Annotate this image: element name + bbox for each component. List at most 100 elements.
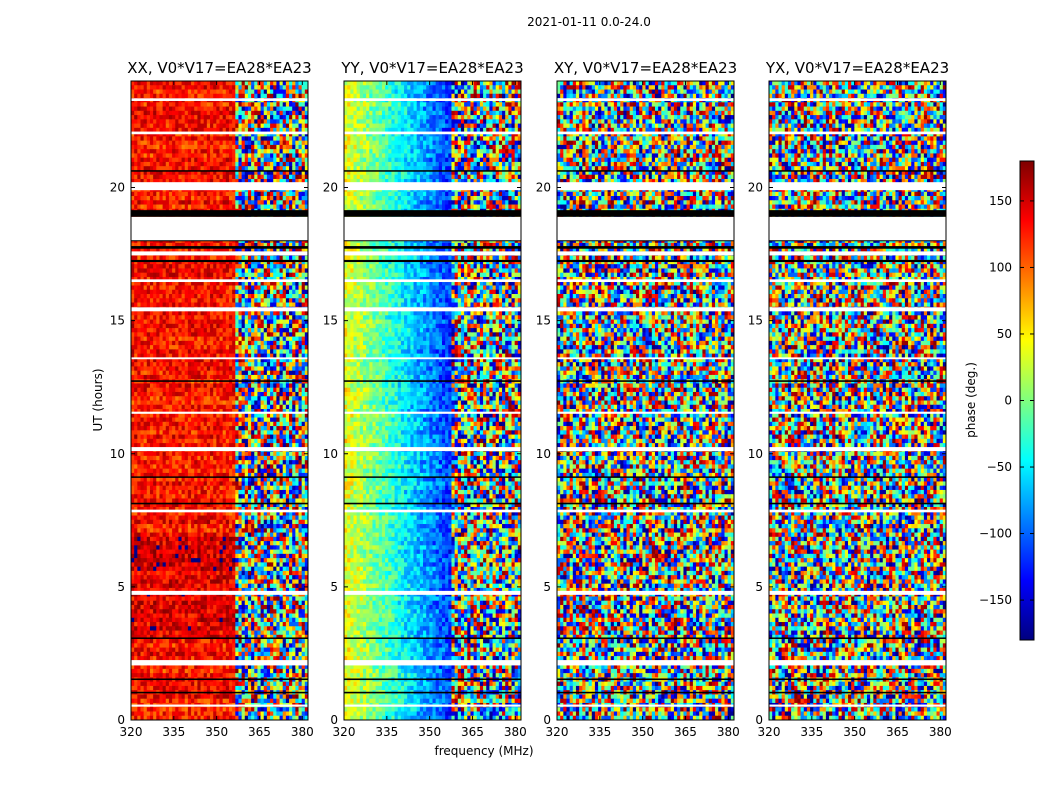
phase-cell (213, 438, 217, 444)
phase-cell (203, 140, 208, 146)
phase-cell (191, 455, 195, 461)
phase-cell (206, 345, 211, 350)
phase-cell (178, 391, 183, 397)
phase-cell (200, 417, 205, 423)
phase-cell (165, 443, 170, 448)
phase-cell (175, 149, 180, 155)
phase-cell (225, 340, 230, 346)
phase-cell (162, 349, 167, 355)
phase-cell (285, 438, 290, 444)
phase-cell (235, 93, 240, 99)
phase-cell (206, 430, 211, 436)
phase-cell (241, 106, 246, 112)
phase-cell (191, 136, 195, 142)
phase-cell (131, 178, 135, 184)
phase-cell (219, 170, 224, 176)
phase-cell (200, 115, 205, 120)
phase-cell (225, 161, 230, 167)
phase-cell (216, 93, 221, 99)
phase-cell (213, 366, 217, 372)
phase-cell (298, 319, 303, 325)
phase-cell (184, 362, 189, 368)
phase-cell (228, 259, 233, 265)
phase-cell (254, 328, 259, 333)
phase-cell (279, 170, 284, 176)
phase-cell (197, 455, 202, 461)
phase-cell (298, 311, 303, 316)
phase-cell (165, 294, 170, 299)
phase-cell (279, 434, 284, 440)
phase-cell (260, 200, 265, 206)
phase-cell (273, 93, 277, 99)
phase-cell (197, 298, 202, 304)
phase-cell (235, 426, 240, 431)
phase-cell (194, 140, 198, 146)
phase-cell (241, 89, 246, 95)
phase-cell (146, 298, 151, 304)
phase-cell (153, 196, 157, 201)
phase-cell (228, 345, 233, 350)
phase-cell (206, 247, 211, 252)
phase-cell (159, 443, 164, 448)
phase-cell (279, 353, 284, 359)
phase-cell (168, 345, 173, 350)
phase-cell (168, 102, 173, 108)
phase-cell (225, 298, 230, 304)
phase-cell (279, 311, 284, 316)
phase-cell (279, 400, 284, 406)
phase-cell (219, 404, 224, 410)
phase-cell (181, 340, 186, 346)
phase-cell (165, 434, 170, 440)
phase-cell (273, 89, 277, 95)
phase-cell (219, 178, 224, 184)
phase-cell (200, 110, 205, 116)
phase-cell (228, 81, 233, 86)
phase-cell (140, 400, 145, 406)
phase-cell (197, 144, 202, 150)
phase-cell (210, 161, 214, 167)
phase-cell (260, 357, 265, 363)
phase-cell (251, 294, 255, 299)
phase-cell (238, 247, 243, 252)
phase-cell (172, 319, 176, 325)
phase-cell (270, 285, 274, 291)
phase-cell (191, 409, 195, 414)
phase-cell (175, 409, 180, 414)
phase-cell (260, 136, 265, 142)
phase-cell (219, 255, 224, 261)
phase-cell (131, 123, 135, 129)
phase-cell (206, 340, 211, 346)
phase-cell (206, 281, 211, 287)
phase-cell (295, 119, 300, 125)
phase-cell (194, 426, 198, 431)
phase-cell (263, 451, 268, 457)
phase-cell (270, 255, 274, 261)
phase-cell (184, 106, 189, 112)
phase-cell (172, 170, 176, 176)
phase-cell (184, 451, 189, 457)
phase-cell (181, 434, 186, 440)
phase-cell (232, 400, 236, 406)
phase-cell (143, 115, 148, 120)
phase-cell (187, 191, 192, 197)
phase-cell (165, 132, 170, 137)
phase-cell (304, 144, 308, 150)
phase-cell (238, 204, 243, 210)
phase-cell (219, 200, 224, 206)
phase-cell (134, 115, 138, 120)
phase-cell (279, 178, 284, 184)
phase-cell (216, 196, 221, 201)
phase-cell (289, 298, 293, 304)
phase-cell (257, 302, 262, 308)
phase-cell (146, 153, 151, 159)
phase-cell (257, 123, 262, 129)
phase-cell (295, 455, 300, 461)
phase-cell (279, 110, 284, 116)
phase-cell (232, 127, 236, 133)
phase-cell (222, 196, 227, 201)
phase-cell (282, 387, 287, 393)
phase-cell (159, 264, 164, 270)
phase-cell (251, 178, 255, 184)
phase-cell (254, 191, 259, 197)
phase-cell (162, 455, 167, 461)
